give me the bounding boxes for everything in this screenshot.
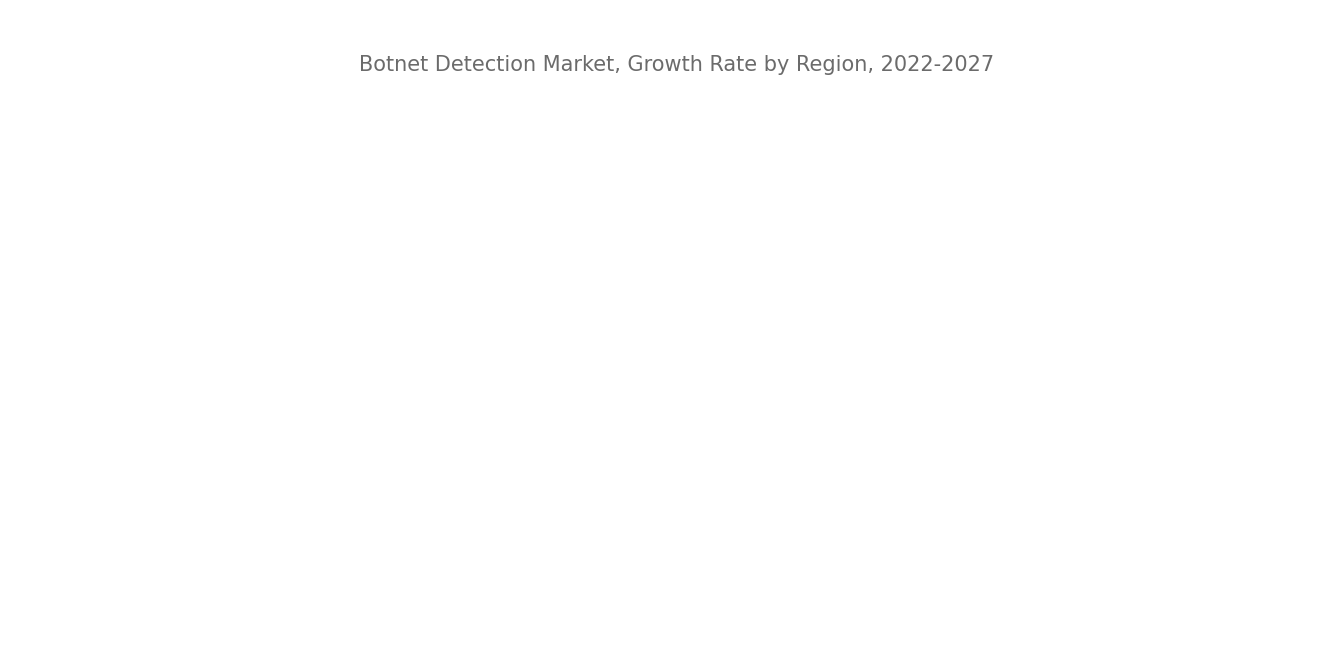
Title: Botnet Detection Market, Growth Rate by Region, 2022-2027: Botnet Detection Market, Growth Rate by … <box>359 55 994 75</box>
